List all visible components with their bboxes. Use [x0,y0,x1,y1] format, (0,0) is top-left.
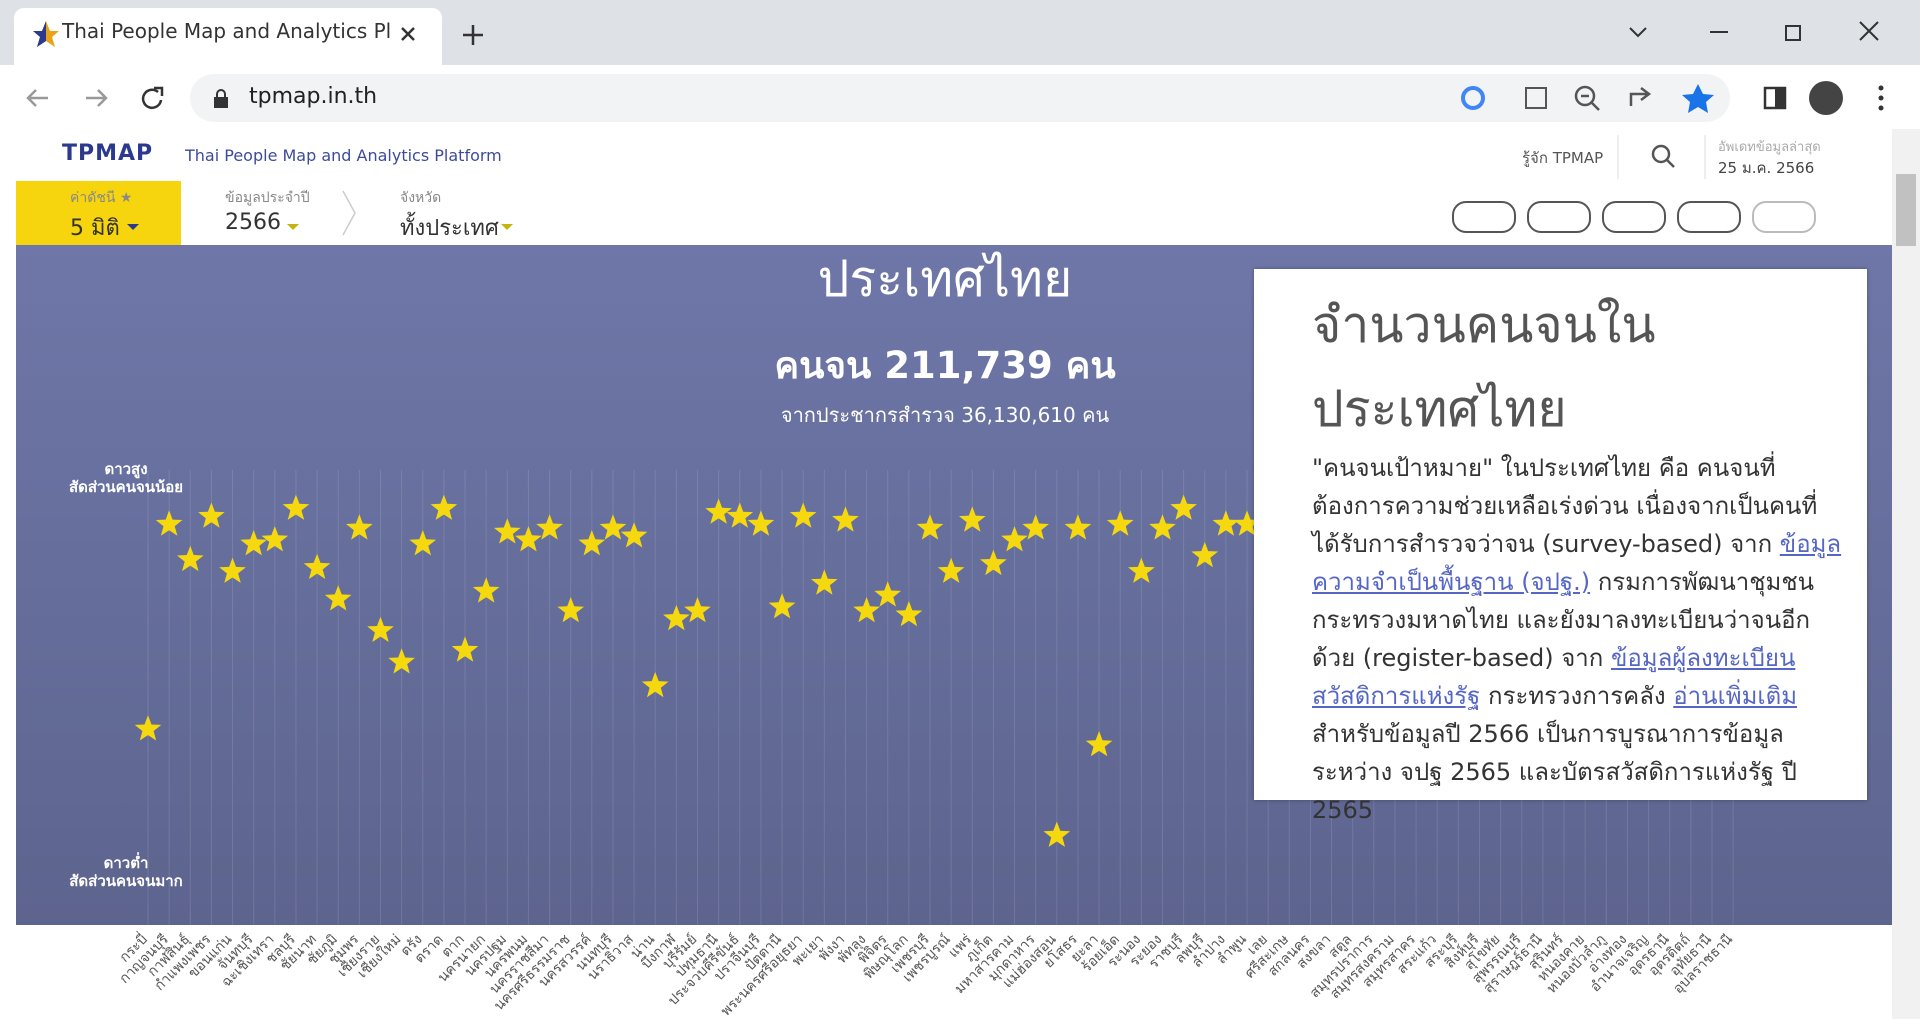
panel-text: กระทรวงการคลัง [1480,682,1673,710]
bottom-label: ดาวต่ำ [104,852,149,872]
chart-summary: คนจน 211,739 คน [774,344,1115,387]
bottom-label: สัดส่วนคนจนมาก [69,872,182,890]
scroll-thumb[interactable] [1896,174,1916,246]
scrollbar[interactable] [1892,129,1920,1019]
top-label: สัดส่วนคนจนน้อย [69,478,183,496]
panel-link[interactable]: อ่านเพิ่มเติม [1673,682,1797,710]
chart-title: ประเทศไทย [818,250,1073,308]
top-label: ดาวสูง [104,460,147,479]
info-panel: จำนวนคนจนในประเทศไทย "คนจนเป้าหมาย" ในปร… [1254,269,1867,800]
panel-text: "คนจนเป้าหมาย" ในประเทศไทย คือ คนจนที่ต้… [1312,454,1817,558]
panel-body: "คนจนเป้าหมาย" ในประเทศไทย คือ คนจนที่ต้… [1312,449,1842,829]
browser-window: Thai People Map and Analytics Pl tpmap.i… [0,0,1920,1019]
panel-text: สำหรับข้อมูลปี 2566 เป็นการบูรณาการข้อมู… [1312,720,1797,824]
chart-subsummary: จากประชากรสำรวจ 36,130,610 คน [781,403,1110,427]
panel-title: จำนวนคนจนในประเทศไทย [1312,283,1732,451]
